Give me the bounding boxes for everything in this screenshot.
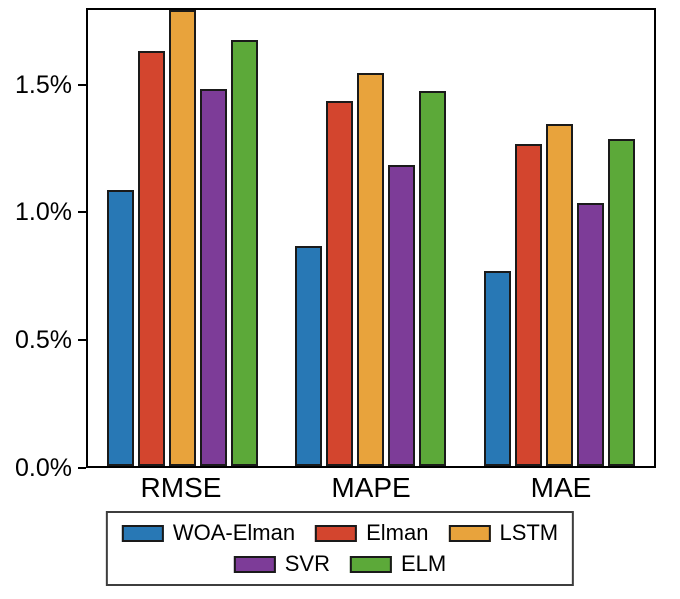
- legend-item-svr: SVR: [233, 551, 330, 577]
- bar-woa-elman-rmse: [106, 189, 134, 466]
- y-tick-label: 1.0%: [15, 198, 72, 227]
- bar-lstm-rmse: [168, 10, 196, 466]
- legend-swatch-elman: [315, 524, 358, 542]
- bar-lstm-mape: [357, 73, 385, 466]
- legend-item-elman: Elman: [315, 520, 428, 546]
- bar-elman-mae: [515, 144, 543, 466]
- y-tick-label: 0.0%: [15, 454, 72, 482]
- legend-label: SVR: [284, 551, 330, 576]
- bar-elm-rmse: [230, 40, 258, 466]
- legend-label: WOA-Elman: [172, 520, 296, 545]
- y-tick-mark: [78, 467, 86, 469]
- legend-label: ELM: [400, 551, 447, 576]
- y-tick-mark: [78, 339, 86, 342]
- bar-woa-elman-mape: [295, 245, 323, 466]
- legend: WOA-Elman Elman LSTM SVR ELM: [105, 511, 575, 586]
- bar-elman-mape: [326, 101, 354, 466]
- bar-lstm-mae: [546, 124, 574, 466]
- y-tick-label: 1.5%: [15, 70, 72, 99]
- x-tick-label-rmse: RMSE: [140, 472, 222, 503]
- bar-woa-elman-mae: [484, 270, 512, 466]
- y-tick-mark: [78, 83, 86, 86]
- y-tick-mark: [78, 211, 86, 214]
- x-axis-labels: RMSE MAPE MAE: [86, 472, 656, 504]
- legend-item-woa-elman: WOA-Elman: [121, 520, 296, 546]
- legend-item-lstm: LSTM: [448, 520, 558, 546]
- y-tick-label: 0.5%: [15, 326, 72, 355]
- bar-svr-rmse: [199, 88, 227, 466]
- bar-group-mae: [481, 10, 639, 466]
- legend-row: SVR ELM: [233, 551, 447, 577]
- legend-swatch-elm: [349, 555, 392, 573]
- legend-swatch-lstm: [448, 524, 491, 542]
- legend-label: Elman: [366, 520, 429, 545]
- bar-group-rmse: [103, 10, 261, 466]
- legend-swatch-woa-elman: [121, 524, 164, 542]
- x-tick-label-mae: MAE: [530, 472, 592, 503]
- bar-group-mape: [292, 10, 450, 466]
- bar-elm-mape: [419, 91, 447, 466]
- plot-area: [86, 8, 656, 468]
- bar-svr-mae: [577, 202, 605, 466]
- x-tick-label-mape: MAPE: [331, 472, 411, 503]
- bar-elm-mae: [608, 139, 636, 466]
- legend-label: LSTM: [499, 520, 559, 545]
- legend-item-elm: ELM: [349, 551, 447, 577]
- legend-row: WOA-Elman Elman LSTM: [121, 520, 558, 546]
- bar-svr-mape: [388, 164, 416, 466]
- legend-swatch-svr: [233, 555, 276, 573]
- bar-elman-rmse: [137, 50, 165, 466]
